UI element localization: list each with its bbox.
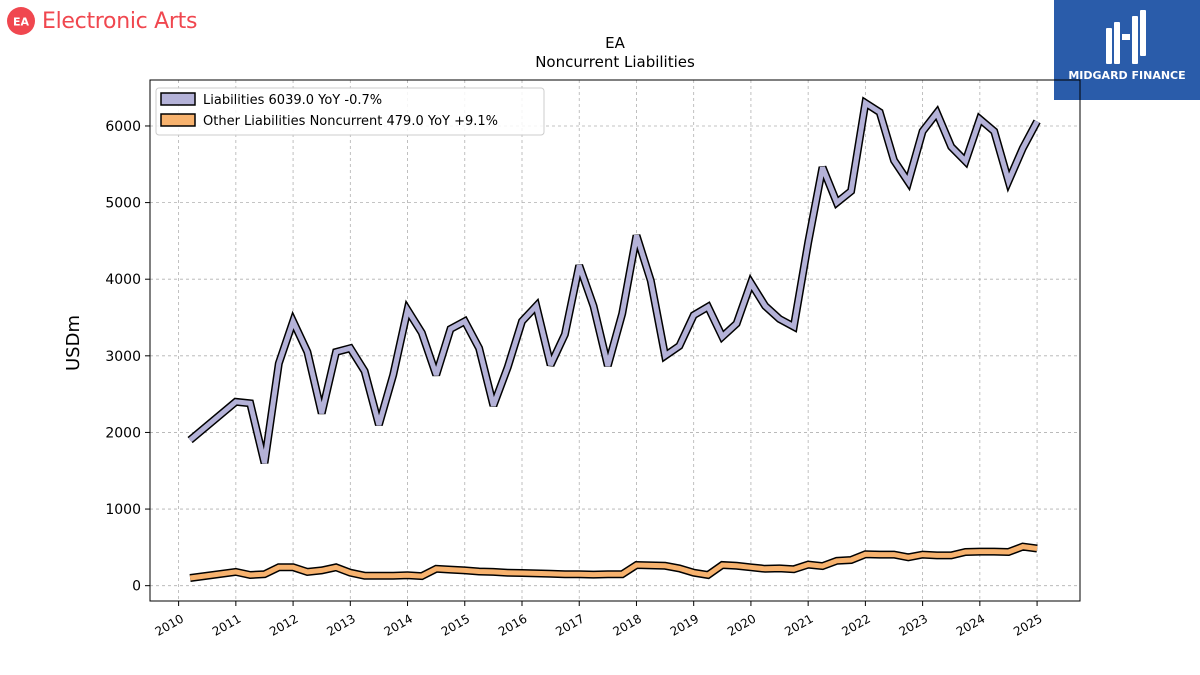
chart-title: EA [605,34,625,52]
y-tick-label: 5000 [105,196,141,212]
x-tick-label: 2025 [1011,611,1044,638]
ea-logo-icon: EA [7,7,35,35]
x-tick-label: 2014 [382,611,415,638]
legend-label: Liabilities 6039.0 YoY -0.7% [203,93,382,108]
x-tick-label: 2011 [210,611,243,638]
y-axis-ticks: 0 1000 2000 3000 4000 5000 6000 [105,119,150,595]
x-tick-label: 2017 [553,611,586,638]
y-tick-label: 2000 [105,425,141,441]
x-tick-label: 2021 [782,611,815,638]
series-lines [187,96,1041,582]
y-tick-label: 4000 [105,272,141,288]
x-tick-label: 2020 [725,611,758,638]
legend-swatch [160,113,196,127]
legend-label: Other Liabilities Noncurrent 479.0 YoY +… [203,114,498,129]
series-outline [189,542,1038,582]
x-tick-label: 2024 [954,611,987,638]
x-tick-label: 2019 [668,611,701,638]
y-tick-label: 6000 [105,119,141,135]
series-line [188,98,1040,464]
series-line [189,544,1038,581]
y-tick-label: 3000 [105,349,141,365]
plot-frame [149,79,1081,602]
legend: Liabilities 6039.0 YoY -0.7% Other Liabil… [155,87,545,136]
x-tick-label: 2022 [839,611,872,638]
x-tick-label: 2012 [267,611,300,638]
grid-lines [150,80,1080,601]
y-axis-label: USDm [63,315,84,371]
partner-name: MIDGARD FINANCE [1068,69,1186,82]
y-tick-label: 1000 [105,502,141,518]
legend-box [155,87,545,136]
y-tick-label: 0 [132,579,141,595]
x-axis-ticks: 2010 2011 2012 2013 2014 2015 2016 2017 2018 2019… [153,601,1045,639]
x-tick-label: 2015 [439,611,472,638]
midgard-logo-icon [1106,10,1146,64]
chart-subtitle: Noncurrent Liabilities [535,53,695,71]
x-tick-label: 2016 [496,611,529,638]
legend-swatch [160,92,196,106]
series-outline [187,96,1041,465]
x-tick-label: 2023 [897,611,930,638]
ea-logo-text: EA [13,16,30,29]
brand-name: Electronic Arts [42,8,198,34]
brand-header: EA Electronic Arts [6,6,197,36]
partner-logo-box: MIDGARD FINANCE [1054,0,1200,100]
x-tick-label: 2018 [611,611,644,638]
x-tick-label: 2013 [324,611,357,638]
x-tick-label: 2010 [153,611,186,638]
